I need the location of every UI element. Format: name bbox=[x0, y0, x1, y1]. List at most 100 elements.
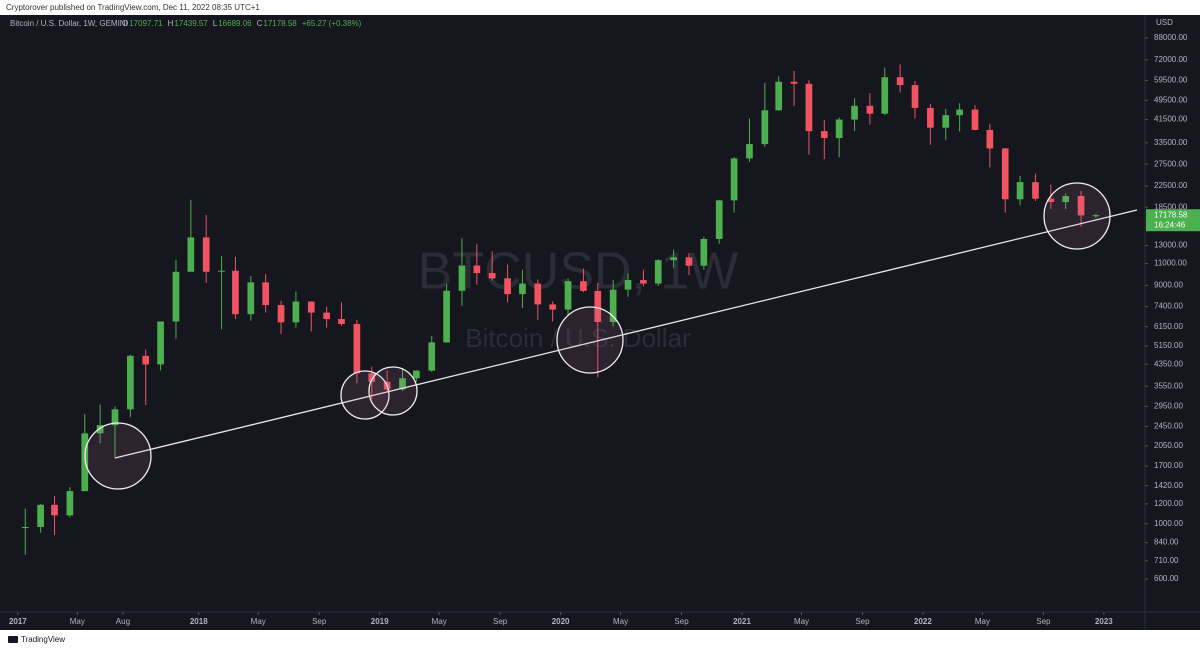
candle-body bbox=[580, 281, 587, 291]
x-tick-label: Aug bbox=[116, 617, 130, 626]
brand: TradingView bbox=[21, 635, 65, 644]
candle-body bbox=[232, 270, 239, 315]
candle-body bbox=[81, 433, 89, 492]
candle-body bbox=[820, 131, 828, 139]
y-tick-label: 59500.00 bbox=[1154, 76, 1188, 85]
candle-body bbox=[488, 273, 496, 279]
countdown: 16:24:46 bbox=[1154, 220, 1186, 229]
x-tick-label: Sep bbox=[1036, 617, 1051, 626]
candle-body bbox=[805, 83, 813, 132]
candle-body bbox=[323, 312, 330, 319]
trend-line bbox=[114, 209, 1138, 459]
header-bar bbox=[0, 0, 1200, 15]
highlight-circle bbox=[368, 366, 418, 416]
x-tick-label: 2023 bbox=[1095, 617, 1113, 626]
candle-body bbox=[51, 504, 58, 516]
candle-body bbox=[942, 115, 950, 128]
y-tick-label: 88000.00 bbox=[1154, 33, 1188, 42]
candle-body bbox=[187, 237, 195, 272]
candle-body bbox=[911, 85, 919, 108]
candle-body bbox=[971, 109, 979, 130]
y-tick-label: 1700.00 bbox=[1154, 461, 1183, 470]
candle-body bbox=[413, 370, 420, 379]
y-tick-label: 840.00 bbox=[1154, 538, 1179, 547]
candle-body bbox=[368, 373, 376, 382]
x-tick-label: 2021 bbox=[733, 617, 751, 626]
candle-body bbox=[37, 504, 44, 527]
candle-body bbox=[1077, 196, 1085, 216]
candle-body bbox=[1092, 215, 1100, 217]
plot bbox=[21, 64, 1100, 555]
candle-body bbox=[172, 271, 180, 322]
candle-body bbox=[338, 318, 345, 325]
y-tick-label: 6150.00 bbox=[1154, 322, 1183, 331]
candle-body bbox=[835, 119, 843, 139]
highlight-circle bbox=[340, 370, 390, 420]
candle-body bbox=[927, 107, 934, 128]
logo bbox=[8, 636, 18, 643]
candle-body bbox=[428, 342, 436, 371]
y-tick-label: 600.00 bbox=[1154, 574, 1179, 583]
candle-body bbox=[534, 283, 542, 305]
x-tick-label: May bbox=[794, 617, 809, 626]
y-tick-label: 11000.00 bbox=[1154, 259, 1187, 268]
candle-body bbox=[986, 129, 994, 149]
candle-body bbox=[746, 144, 753, 159]
candle-body bbox=[670, 257, 677, 261]
candle-body bbox=[66, 491, 74, 516]
candle-body bbox=[262, 282, 270, 306]
y-tick-label: 2950.00 bbox=[1154, 401, 1183, 410]
x-tick-label: May bbox=[432, 617, 447, 626]
y-tick-label: 2450.00 bbox=[1154, 422, 1183, 431]
highlight-circle bbox=[556, 306, 624, 374]
candle-body bbox=[1062, 196, 1070, 203]
candle-body bbox=[353, 324, 361, 374]
candle-body bbox=[111, 409, 119, 426]
candle-body bbox=[866, 105, 874, 114]
y-tick-label: 27500.00 bbox=[1154, 159, 1188, 168]
candle-body bbox=[654, 260, 662, 284]
candle-body bbox=[218, 270, 225, 272]
candle-body bbox=[21, 526, 29, 528]
x-tick-label: Sep bbox=[674, 617, 689, 626]
y-tick-label: 7400.00 bbox=[1154, 302, 1183, 311]
candle-body bbox=[202, 237, 210, 272]
ohlc-value: 17097.71 bbox=[129, 19, 163, 28]
x-tick-label: May bbox=[70, 617, 85, 626]
ohlc-key: L bbox=[213, 19, 218, 28]
candle-body bbox=[292, 301, 300, 323]
highlight-circle bbox=[1043, 182, 1111, 250]
footer-bar bbox=[0, 630, 1200, 650]
candle-body bbox=[519, 283, 526, 295]
y-tick-label: 1420.00 bbox=[1154, 481, 1183, 490]
candle-body bbox=[1047, 198, 1055, 203]
y-tick-label: 22500.00 bbox=[1154, 181, 1188, 190]
y-tick-label: 2050.00 bbox=[1154, 441, 1183, 450]
y-tick-label: 1200.00 bbox=[1154, 499, 1183, 508]
last-price-box bbox=[1146, 209, 1200, 232]
symbol: Bitcoin / U.S. Dollar, 1W, GEMINI bbox=[10, 19, 128, 28]
candle-body bbox=[851, 105, 858, 120]
candle-body bbox=[956, 109, 963, 116]
x-tick-label: Sep bbox=[312, 617, 327, 626]
candle-body bbox=[896, 77, 904, 86]
axis-unit: USD bbox=[1156, 18, 1173, 27]
candle-body bbox=[790, 81, 798, 84]
candle-body bbox=[700, 238, 708, 266]
candle-body bbox=[1032, 182, 1039, 199]
x-tick-label: Sep bbox=[493, 617, 508, 626]
candle-body bbox=[1001, 148, 1009, 200]
ohlc-key: H bbox=[168, 19, 174, 28]
candle-body bbox=[127, 355, 134, 410]
ohlc-change: +65.27 (+0.38%) bbox=[302, 19, 362, 28]
candle-body bbox=[549, 304, 557, 310]
candle-body bbox=[594, 290, 602, 322]
ohlc-key: O bbox=[122, 19, 128, 28]
candle-body bbox=[443, 290, 450, 343]
candle-body bbox=[761, 110, 769, 145]
ohlc-legend: O 17097.71 H 17439.57 L 16689.06 C 17178.58 +65.… bbox=[122, 19, 362, 28]
y-tick-label: 41500.00 bbox=[1154, 115, 1188, 124]
candle-body bbox=[473, 265, 481, 274]
x-tick-label: 2018 bbox=[190, 617, 208, 626]
